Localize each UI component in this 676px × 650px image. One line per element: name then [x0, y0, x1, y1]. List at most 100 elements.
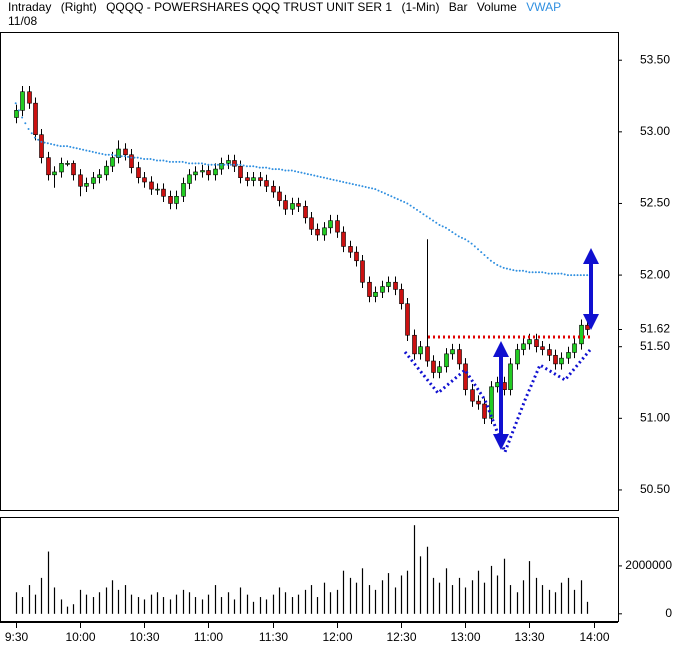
- candle-body: [322, 227, 327, 236]
- vwap-dot: [428, 217, 431, 220]
- price-frame: [0, 32, 619, 511]
- candle-body: [219, 163, 224, 170]
- y-tick-label: 50.50: [640, 482, 670, 496]
- vwap-dot: [204, 163, 207, 166]
- vwap-dot: [281, 168, 284, 171]
- candle-body: [367, 281, 372, 297]
- candle-body: [290, 203, 295, 210]
- vwap-point: [271, 168, 274, 171]
- candle-body: [380, 286, 385, 293]
- vwap-dot: [364, 185, 367, 188]
- vwap-dot: [563, 273, 566, 276]
- candle-body: [104, 165, 109, 176]
- vwap-dot: [294, 170, 297, 173]
- vwap-point: [399, 199, 402, 202]
- candle-body: [296, 203, 301, 207]
- candle-body: [142, 177, 147, 183]
- volume-bar: [541, 585, 544, 614]
- candle-body: [515, 349, 520, 365]
- volume-bar: [124, 585, 127, 614]
- vwap-point: [245, 165, 248, 168]
- y-tick-label: 51.62: [640, 322, 670, 336]
- volume-bar: [400, 575, 403, 614]
- vwap-point: [541, 271, 544, 274]
- vwap-line: [14, 102, 589, 277]
- vwap-point: [27, 127, 30, 130]
- volume-bar: [227, 592, 230, 614]
- candle-body: [264, 180, 269, 187]
- vwap-point: [162, 159, 165, 162]
- candle-body: [65, 163, 70, 165]
- vwap-point: [53, 143, 56, 146]
- arrow: [583, 248, 599, 330]
- vwap-point: [374, 188, 377, 191]
- vwap-point: [200, 162, 203, 165]
- vwap-point: [316, 175, 319, 178]
- volume-bar: [85, 594, 88, 614]
- volume-bar: [445, 568, 448, 614]
- candle-body: [489, 386, 494, 419]
- volume-bar: [272, 594, 275, 614]
- vwap-dot: [274, 168, 277, 171]
- vwap-dot: [133, 156, 136, 159]
- volume-bar: [252, 601, 255, 614]
- vwap-dot: [505, 267, 508, 270]
- candle-body: [450, 349, 455, 355]
- candle-body: [91, 177, 96, 184]
- vwap-point: [425, 215, 428, 218]
- vwap-point: [40, 140, 43, 143]
- candle-body: [238, 165, 243, 178]
- vwap-point: [560, 272, 563, 275]
- volume-bar: [169, 599, 172, 614]
- volume-bar: [451, 585, 454, 614]
- vwap-dot: [165, 160, 168, 163]
- candle-body: [187, 174, 192, 184]
- candle-body: [78, 174, 83, 187]
- candle-body: [566, 352, 571, 359]
- vwap-dot: [377, 189, 380, 192]
- vwap-point: [239, 163, 242, 166]
- vwap-dot: [43, 141, 46, 144]
- x-tick-label: 12:30: [386, 630, 416, 644]
- volume-bar: [336, 589, 339, 614]
- vwap-point: [213, 163, 216, 166]
- volume-bar: [567, 577, 570, 614]
- volume-bar: [72, 604, 75, 614]
- candle-body: [251, 177, 256, 181]
- volume-bar: [368, 585, 371, 614]
- vwap-dot: [236, 163, 239, 166]
- vwap-point: [303, 172, 306, 175]
- volume-bar: [60, 599, 63, 614]
- vwap-point: [168, 160, 171, 163]
- y-tick-label: 2000000: [625, 558, 672, 572]
- y-tick-label: 53.50: [640, 52, 670, 66]
- vwap-dot: [416, 208, 419, 211]
- vwap-dot: [50, 143, 53, 146]
- candle-body: [341, 231, 346, 247]
- vwap-point: [233, 163, 236, 166]
- volume-frame: [0, 517, 619, 622]
- y-tick-label: 52.00: [640, 267, 670, 281]
- vwap-point: [175, 160, 178, 163]
- vwap-dot: [493, 261, 496, 264]
- volume-bar: [406, 570, 409, 614]
- volume-bar: [535, 577, 538, 614]
- vwap-dot: [319, 175, 322, 178]
- volume-bar: [483, 582, 486, 614]
- candle-body: [213, 168, 218, 176]
- volume-bar: [150, 594, 153, 614]
- header-item: (1-Min): [401, 0, 440, 14]
- vwap-dot: [139, 157, 142, 160]
- volume-bar: [426, 546, 429, 614]
- volume-bar: [156, 592, 159, 614]
- candle-body: [59, 163, 64, 173]
- volume-bar: [387, 573, 390, 614]
- vwap-dot: [184, 161, 187, 164]
- vwap-dot: [287, 169, 290, 172]
- vwap-point: [515, 269, 518, 272]
- volume-bar: [528, 561, 531, 614]
- volume-bar: [182, 589, 185, 614]
- vwap-dot: [255, 165, 258, 168]
- vwap-dot: [62, 145, 65, 148]
